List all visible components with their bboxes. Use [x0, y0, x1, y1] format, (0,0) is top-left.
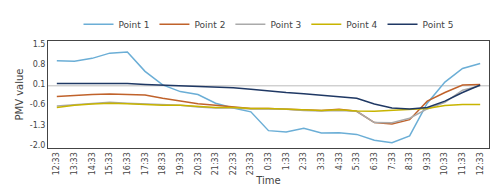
svg-text:PMV value: PMV value — [14, 69, 25, 121]
svg-text:22:33: 22:33 — [229, 152, 238, 175]
svg-text:6:33: 6:33 — [370, 152, 379, 170]
svg-text:Point 1: Point 1 — [119, 20, 150, 30]
svg-text:-2.0: -2.0 — [30, 141, 46, 150]
svg-text:Point 5: Point 5 — [423, 20, 454, 30]
svg-text:11:33: 11:33 — [458, 152, 467, 175]
svg-text:0.8: 0.8 — [33, 60, 46, 69]
svg-text:21:33: 21:33 — [211, 152, 220, 175]
svg-text:Point 2: Point 2 — [194, 20, 225, 30]
svg-text:4:33: 4:33 — [335, 152, 344, 170]
svg-text:0.1: 0.1 — [33, 80, 46, 89]
svg-text:20:33: 20:33 — [194, 152, 203, 175]
svg-text:5:33: 5:33 — [352, 152, 361, 170]
svg-text:8:33: 8:33 — [405, 152, 414, 170]
svg-text:-1.3: -1.3 — [30, 121, 46, 130]
svg-text:Time: Time — [255, 175, 280, 186]
svg-text:23:33: 23:33 — [246, 152, 255, 175]
svg-text:1.5: 1.5 — [33, 40, 46, 49]
svg-text:10:33: 10:33 — [441, 152, 450, 175]
svg-text:Point 4: Point 4 — [346, 20, 377, 30]
svg-text:19:33: 19:33 — [176, 152, 185, 175]
svg-text:15:33: 15:33 — [105, 152, 114, 175]
svg-text:12:33: 12:33 — [52, 152, 61, 175]
svg-text:9:33: 9:33 — [423, 152, 432, 170]
svg-text:-0.6: -0.6 — [30, 100, 46, 109]
svg-text:3:33: 3:33 — [317, 152, 326, 170]
svg-text:12:33: 12:33 — [476, 152, 485, 175]
svg-text:18:33: 18:33 — [158, 152, 167, 175]
svg-text:Point 3: Point 3 — [270, 20, 301, 30]
svg-text:13:33: 13:33 — [70, 152, 79, 175]
svg-text:7:33: 7:33 — [388, 152, 397, 170]
svg-text:2:33: 2:33 — [299, 152, 308, 170]
svg-text:0:33: 0:33 — [264, 152, 273, 170]
svg-text:1:33: 1:33 — [282, 152, 291, 170]
svg-text:14:33: 14:33 — [88, 152, 97, 175]
svg-text:16:33: 16:33 — [123, 152, 132, 175]
svg-text:17:33: 17:33 — [141, 152, 150, 175]
